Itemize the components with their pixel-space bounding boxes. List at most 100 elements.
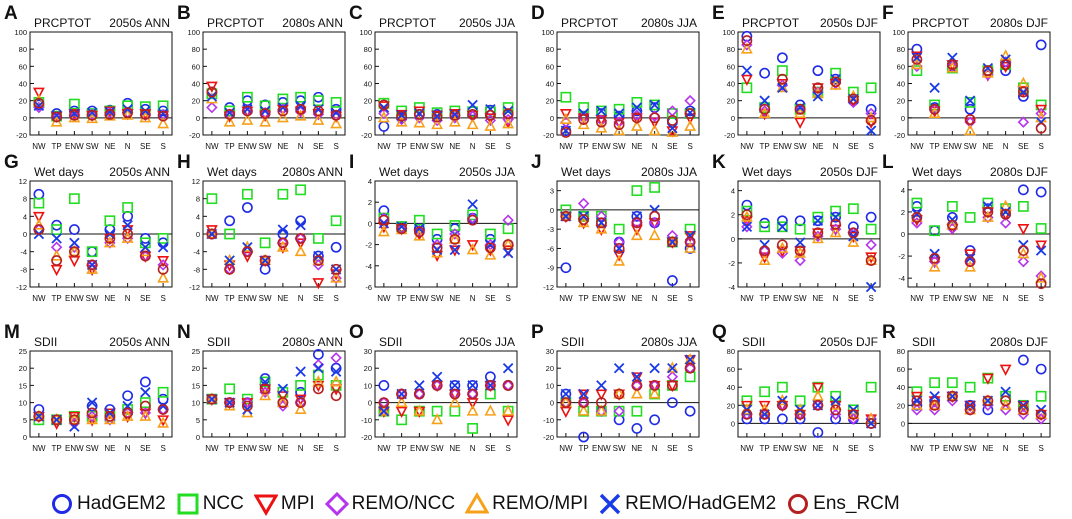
data-point-remo-mpi bbox=[68, 244, 81, 257]
x-tick-label: ENW bbox=[943, 142, 962, 151]
y-tick-label: 2 bbox=[731, 211, 735, 220]
data-point-remo-mpi bbox=[595, 222, 608, 234]
data-point-ncc bbox=[224, 383, 236, 395]
data-point-ens-rcm bbox=[560, 210, 572, 222]
data-point-ens-rcm bbox=[776, 399, 788, 411]
data-point-remo-ncc bbox=[648, 217, 661, 229]
data-point-ens-rcm bbox=[295, 397, 307, 408]
data-point-ens-rcm bbox=[312, 383, 324, 395]
data-point-ncc bbox=[741, 205, 753, 217]
data-point-remo-mpi bbox=[330, 117, 343, 129]
x-tick-label: SW bbox=[794, 294, 807, 303]
data-point-ens-rcm bbox=[241, 105, 253, 117]
y-tick-label: -10 bbox=[361, 416, 372, 425]
legend-label: REMO/NCC bbox=[351, 493, 456, 514]
y-tick-label: 5 bbox=[23, 416, 27, 425]
panel-m: M SDII 2050s ANN 0 5 10 15 20 25 NW TP ENW SW NE N SE S bbox=[4, 322, 173, 453]
data-point-remo-mpi bbox=[32, 409, 45, 421]
data-point-hadgem2 bbox=[946, 212, 958, 223]
data-point-remo-hadgem2 bbox=[777, 82, 788, 94]
panel-variable-title: PRCPTOT bbox=[912, 16, 970, 30]
plot-frame bbox=[202, 31, 346, 136]
panel-period-title: 2050s DJF bbox=[820, 335, 878, 349]
data-point-hadgem2 bbox=[378, 379, 390, 391]
x-tick-label: SE bbox=[848, 444, 859, 453]
data-point-ens-rcm bbox=[613, 243, 625, 254]
data-point-mpi bbox=[50, 264, 63, 277]
panel-period-title: 2050s JJA bbox=[459, 335, 515, 349]
y-tick-label: 60 bbox=[897, 365, 905, 374]
y-tick-label: 0 bbox=[23, 114, 27, 123]
data-point-remo-mpi bbox=[223, 115, 236, 127]
legend-label: Ens_RCM bbox=[813, 493, 900, 514]
y-tick-label: 0 bbox=[550, 114, 554, 123]
data-point-ncc bbox=[224, 228, 236, 240]
data-point-remo-mpi bbox=[395, 115, 408, 127]
circle-marker-icon bbox=[52, 494, 72, 514]
y-tick-label: 40 bbox=[19, 80, 27, 89]
legend-item-remo-ncc: REMO/NCC bbox=[324, 492, 456, 516]
data-point-mpi bbox=[1017, 223, 1030, 236]
square-marker-icon bbox=[177, 493, 199, 515]
data-point-ncc bbox=[911, 197, 923, 209]
data-point-ncc bbox=[560, 204, 572, 216]
data-point-ncc bbox=[776, 221, 788, 233]
data-point-remo-mpi bbox=[413, 116, 426, 128]
data-point-mpi bbox=[811, 382, 824, 394]
data-point-ens-rcm bbox=[982, 206, 994, 218]
x-tick-label: TP bbox=[579, 142, 589, 151]
data-point-remo-mpi bbox=[312, 113, 325, 125]
x-tick-label: ENW bbox=[410, 294, 429, 303]
data-point-remo-mpi bbox=[395, 395, 408, 408]
data-point-ens-rcm bbox=[929, 252, 941, 264]
panel-period-title: 2050s DJF bbox=[820, 16, 878, 30]
y-tick-label: -8 bbox=[20, 265, 27, 274]
data-point-remo-ncc bbox=[613, 236, 625, 248]
legend-item-remo-hadgem2: REMO/HadGEM2 bbox=[598, 492, 776, 516]
x-tick-label: SW bbox=[86, 142, 99, 151]
data-point-hadgem2 bbox=[830, 211, 842, 223]
data-point-ens-rcm bbox=[467, 388, 479, 400]
data-point-remo-ncc bbox=[865, 239, 877, 251]
data-point-ens-rcm bbox=[122, 107, 134, 119]
data-point-mpi bbox=[32, 87, 45, 99]
y-tick-label: 0 bbox=[368, 399, 372, 408]
data-point-hadgem2 bbox=[684, 405, 696, 417]
x-tick-label: ENW bbox=[65, 444, 84, 453]
data-point-hadgem2 bbox=[1035, 39, 1047, 51]
data-point-remo-hadgem2 bbox=[330, 366, 342, 377]
data-point-ncc bbox=[295, 184, 307, 196]
x-tick-label: TP bbox=[397, 294, 407, 303]
x-tick-label: TP bbox=[930, 294, 940, 303]
data-point-remo-mpi bbox=[811, 232, 824, 244]
data-point-remo-hadgem2 bbox=[485, 239, 496, 250]
data-point-remo-mpi bbox=[157, 271, 170, 283]
x-tick-label: TP bbox=[760, 142, 770, 151]
data-point-remo-hadgem2 bbox=[578, 388, 589, 400]
data-point-mpi bbox=[502, 415, 515, 427]
data-point-remo-mpi bbox=[928, 398, 941, 410]
y-tick-label: -20 bbox=[894, 131, 905, 140]
legend-label: HadGEM2 bbox=[77, 493, 166, 514]
data-point-remo-hadgem2 bbox=[794, 102, 806, 113]
data-point-remo-ncc bbox=[741, 221, 753, 233]
data-point-remo-ncc bbox=[330, 352, 342, 364]
x-tick-label: TP bbox=[397, 142, 407, 151]
legend-item-mpi: MPI bbox=[253, 492, 315, 516]
data-point-remo-hadgem2 bbox=[431, 371, 443, 383]
data-point-remo-mpi bbox=[32, 218, 45, 230]
data-point-ens-rcm bbox=[847, 93, 859, 105]
x-tick-label: S bbox=[687, 294, 692, 303]
data-point-ens-rcm bbox=[413, 109, 425, 120]
data-point-remo-mpi bbox=[312, 253, 325, 265]
x-tick-label: SE bbox=[667, 294, 678, 303]
y-tick-label: 4 bbox=[196, 212, 200, 221]
x-tick-label: TP bbox=[760, 294, 770, 303]
data-point-ens-rcm bbox=[1035, 408, 1047, 420]
data-point-ens-rcm bbox=[502, 239, 514, 250]
panel-letter: E bbox=[712, 3, 725, 24]
x-tick-label: NW bbox=[32, 142, 46, 151]
data-point-remo-ncc bbox=[378, 107, 390, 120]
